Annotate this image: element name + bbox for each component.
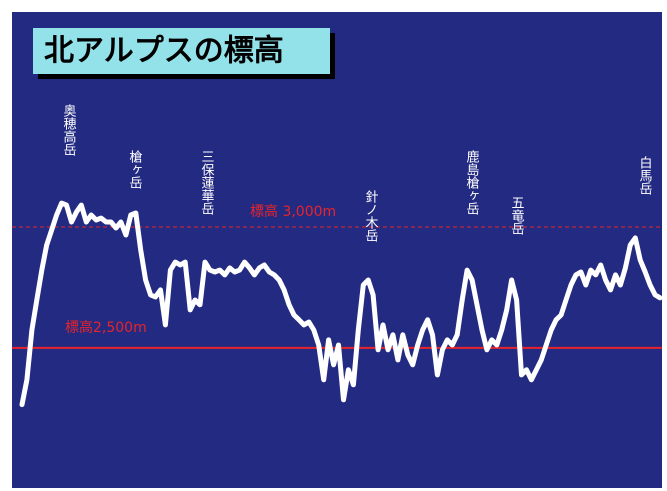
peak-label: 三保蓮華岳 — [199, 150, 215, 215]
reference-label: 標高 3,000m — [250, 203, 336, 220]
title-box — [33, 28, 330, 74]
peak-label: 白馬岳 — [637, 155, 653, 195]
peak-label: 槍ヶ岳 — [127, 150, 143, 189]
reference-label: 標高2,500m — [65, 319, 147, 336]
elevation-line — [19, 200, 663, 408]
peak-label: 鹿島槍ヶ岳 — [464, 149, 480, 215]
chart-title: 北アルプスの標高 — [44, 34, 284, 69]
peak-label: 針ノ木岳 — [363, 190, 379, 242]
peak-label: 五竜岳 — [509, 196, 525, 235]
peak-label: 奥穂高岳 — [61, 104, 77, 156]
plot-background — [12, 12, 662, 488]
